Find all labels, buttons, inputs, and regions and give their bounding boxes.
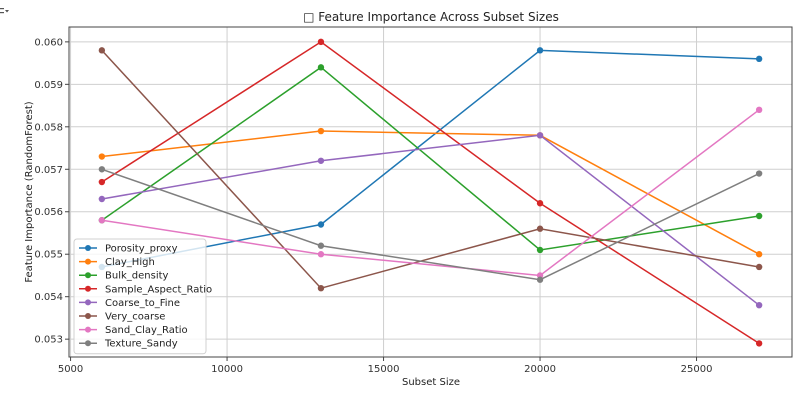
series-line [101,66,760,251]
data-point [755,251,763,258]
series-line [101,49,760,290]
legend-item: Clay_High [79,257,155,268]
legend-swatch-marker [85,340,91,347]
data-point [317,284,325,292]
data-point [98,166,106,173]
legend-swatch-marker [85,272,91,279]
x-tick-label: 25000 [681,364,713,375]
legend-swatch-marker [85,299,91,306]
legend-item: Porosity_proxy [79,244,178,255]
y-tick-label: 0.059 [34,80,63,91]
x-tick-label: 20000 [524,364,556,375]
data-point [755,106,763,114]
data-point [98,153,106,160]
series-coarse-to-fine [98,132,763,309]
legend-label: Sample_Aspect_Ratio [105,284,212,295]
grid-lines [69,27,792,357]
legend-label: Coarse_to_Fine [105,298,180,309]
data-point [98,195,106,203]
series-line [101,49,760,268]
legend-swatch-marker [85,326,91,333]
series-line [101,168,760,281]
y-tick-label: 0.058 [34,122,63,133]
data-point [317,157,325,164]
legend-label: Very_coarse [105,312,165,323]
data-point [98,217,106,224]
y-axis-ticks: 0.053 0.054 0.055 0.056 0.057 0.058 0.059 0.060 [34,37,69,346]
data-point [536,246,544,254]
y-tick-label: 0.057 [34,165,63,176]
data-point [755,263,763,271]
chart-title: □ Feature Importance Across Subset Sizes [303,10,559,24]
legend-label: Porosity_proxy [105,244,178,255]
legend-box [73,238,207,355]
x-axis-title: Subset Size [402,377,460,388]
series-layer [98,38,763,347]
y-tick-label: 0.053 [34,335,63,346]
data-point [317,242,325,249]
x-tick-label: 15000 [368,364,400,375]
legend-item: Very_coarse [79,312,165,323]
y-tick-label: 0.055 [34,250,63,261]
y-axis-title: Feature Importance (RandomForest) [24,101,35,282]
data-point [317,127,325,135]
data-point [536,225,544,232]
output-toggle-icon[interactable] [0,6,10,16]
series-line [101,40,760,345]
data-point [98,178,106,186]
data-point [755,212,763,220]
y-tick-label: 0.056 [34,207,63,218]
legend-swatch-marker [85,245,91,251]
legend-label: Sand_Clay_Ratio [105,325,188,336]
data-point [755,340,763,347]
series-line [101,109,760,277]
data-point [317,64,325,71]
data-point [536,47,544,54]
data-point [98,47,106,54]
series-line [101,134,760,306]
legend-item: Sand_Clay_Ratio [79,325,188,336]
series-bulk-density [98,64,763,254]
data-point [317,38,325,46]
series-texture-sandy [98,166,763,283]
data-point [755,170,763,177]
data-point [755,55,763,63]
legend-item: Coarse_to_Fine [79,298,180,309]
x-tick-label: 5000 [58,364,83,375]
legend-label: Clay_High [105,257,155,268]
legend-item: Texture_Sandy [79,339,178,350]
data-point [536,200,544,207]
data-point [536,132,544,139]
series-sand-clay-ratio [98,106,763,279]
legend-swatch-marker [85,285,91,292]
legend-label: Bulk_density [105,271,169,282]
y-tick-label: 0.060 [34,37,63,48]
legend-item: Sample_Aspect_Ratio [79,284,212,295]
data-point [755,301,763,309]
series-very-coarse [98,47,763,292]
data-point [317,221,325,228]
data-point [317,251,325,258]
legend-item: Bulk_density [79,271,169,282]
legend-label: Texture_Sandy [104,339,178,350]
legend-swatch-marker [85,313,91,319]
y-tick-label: 0.054 [34,292,63,303]
data-point [536,276,544,283]
x-tick-label: 10000 [211,364,243,375]
series-sample-aspect-ratio [98,38,763,347]
x-axis-ticks: 5000 10000 15000 20000 25000 [58,357,713,375]
legend-swatch-marker [85,258,91,265]
plot-frame [68,26,793,358]
legend: Porosity_proxy Clay_High Bulk_density Sampl… [73,238,212,355]
